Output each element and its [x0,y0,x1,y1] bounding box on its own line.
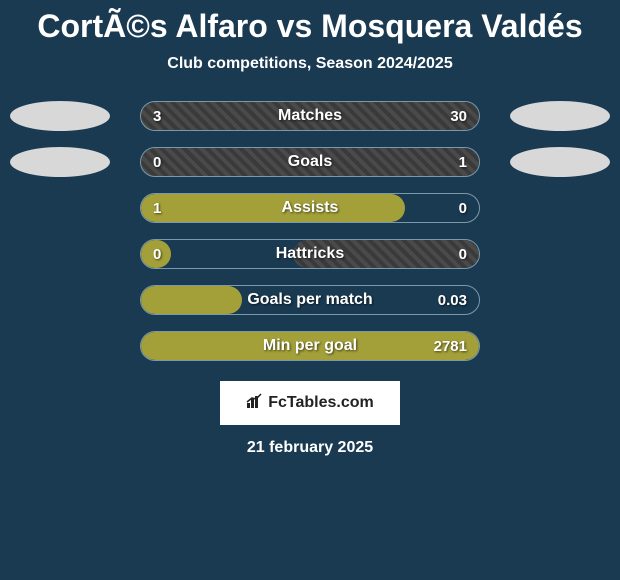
stat-label: Goals [141,153,479,171]
page-title: CortÃ©s Alfaro vs Mosquera Valdés [37,8,582,45]
stat-label: Assists [141,199,479,217]
subtitle: Club competitions, Season 2024/2025 [167,55,452,73]
chart-icon [246,393,264,414]
stat-label: Min per goal [141,337,479,355]
stat-row: 01Goals [0,139,620,185]
stat-bar: 10Assists [140,193,480,223]
brand-label: FcTables.com [268,394,374,412]
player-oval-right [510,147,610,177]
stat-bar: 01Goals [140,147,480,177]
stat-label: Matches [141,107,479,125]
brand-badge[interactable]: FcTables.com [220,381,400,425]
stat-label: Goals per match [141,291,479,309]
footer-date: 21 february 2025 [247,439,373,457]
chart-container: CortÃ©s Alfaro vs Mosquera Valdés Club c… [0,0,620,457]
stat-bar: 00Hattricks [140,239,480,269]
stat-row: 330Matches [0,93,620,139]
stat-label: Hattricks [141,245,479,263]
stat-bar: 2781Min per goal [140,331,480,361]
player-oval-left [10,147,110,177]
stat-bar: 330Matches [140,101,480,131]
player-oval-left [10,101,110,131]
stat-row: 0.03Goals per match [0,277,620,323]
stat-row: 00Hattricks [0,231,620,277]
player-oval-right [510,101,610,131]
stat-row: 10Assists [0,185,620,231]
stat-bar: 0.03Goals per match [140,285,480,315]
stat-row: 2781Min per goal [0,323,620,369]
stats-area: 330Matches 01Goals 10Assists 00Hattricks 0.0… [0,93,620,369]
